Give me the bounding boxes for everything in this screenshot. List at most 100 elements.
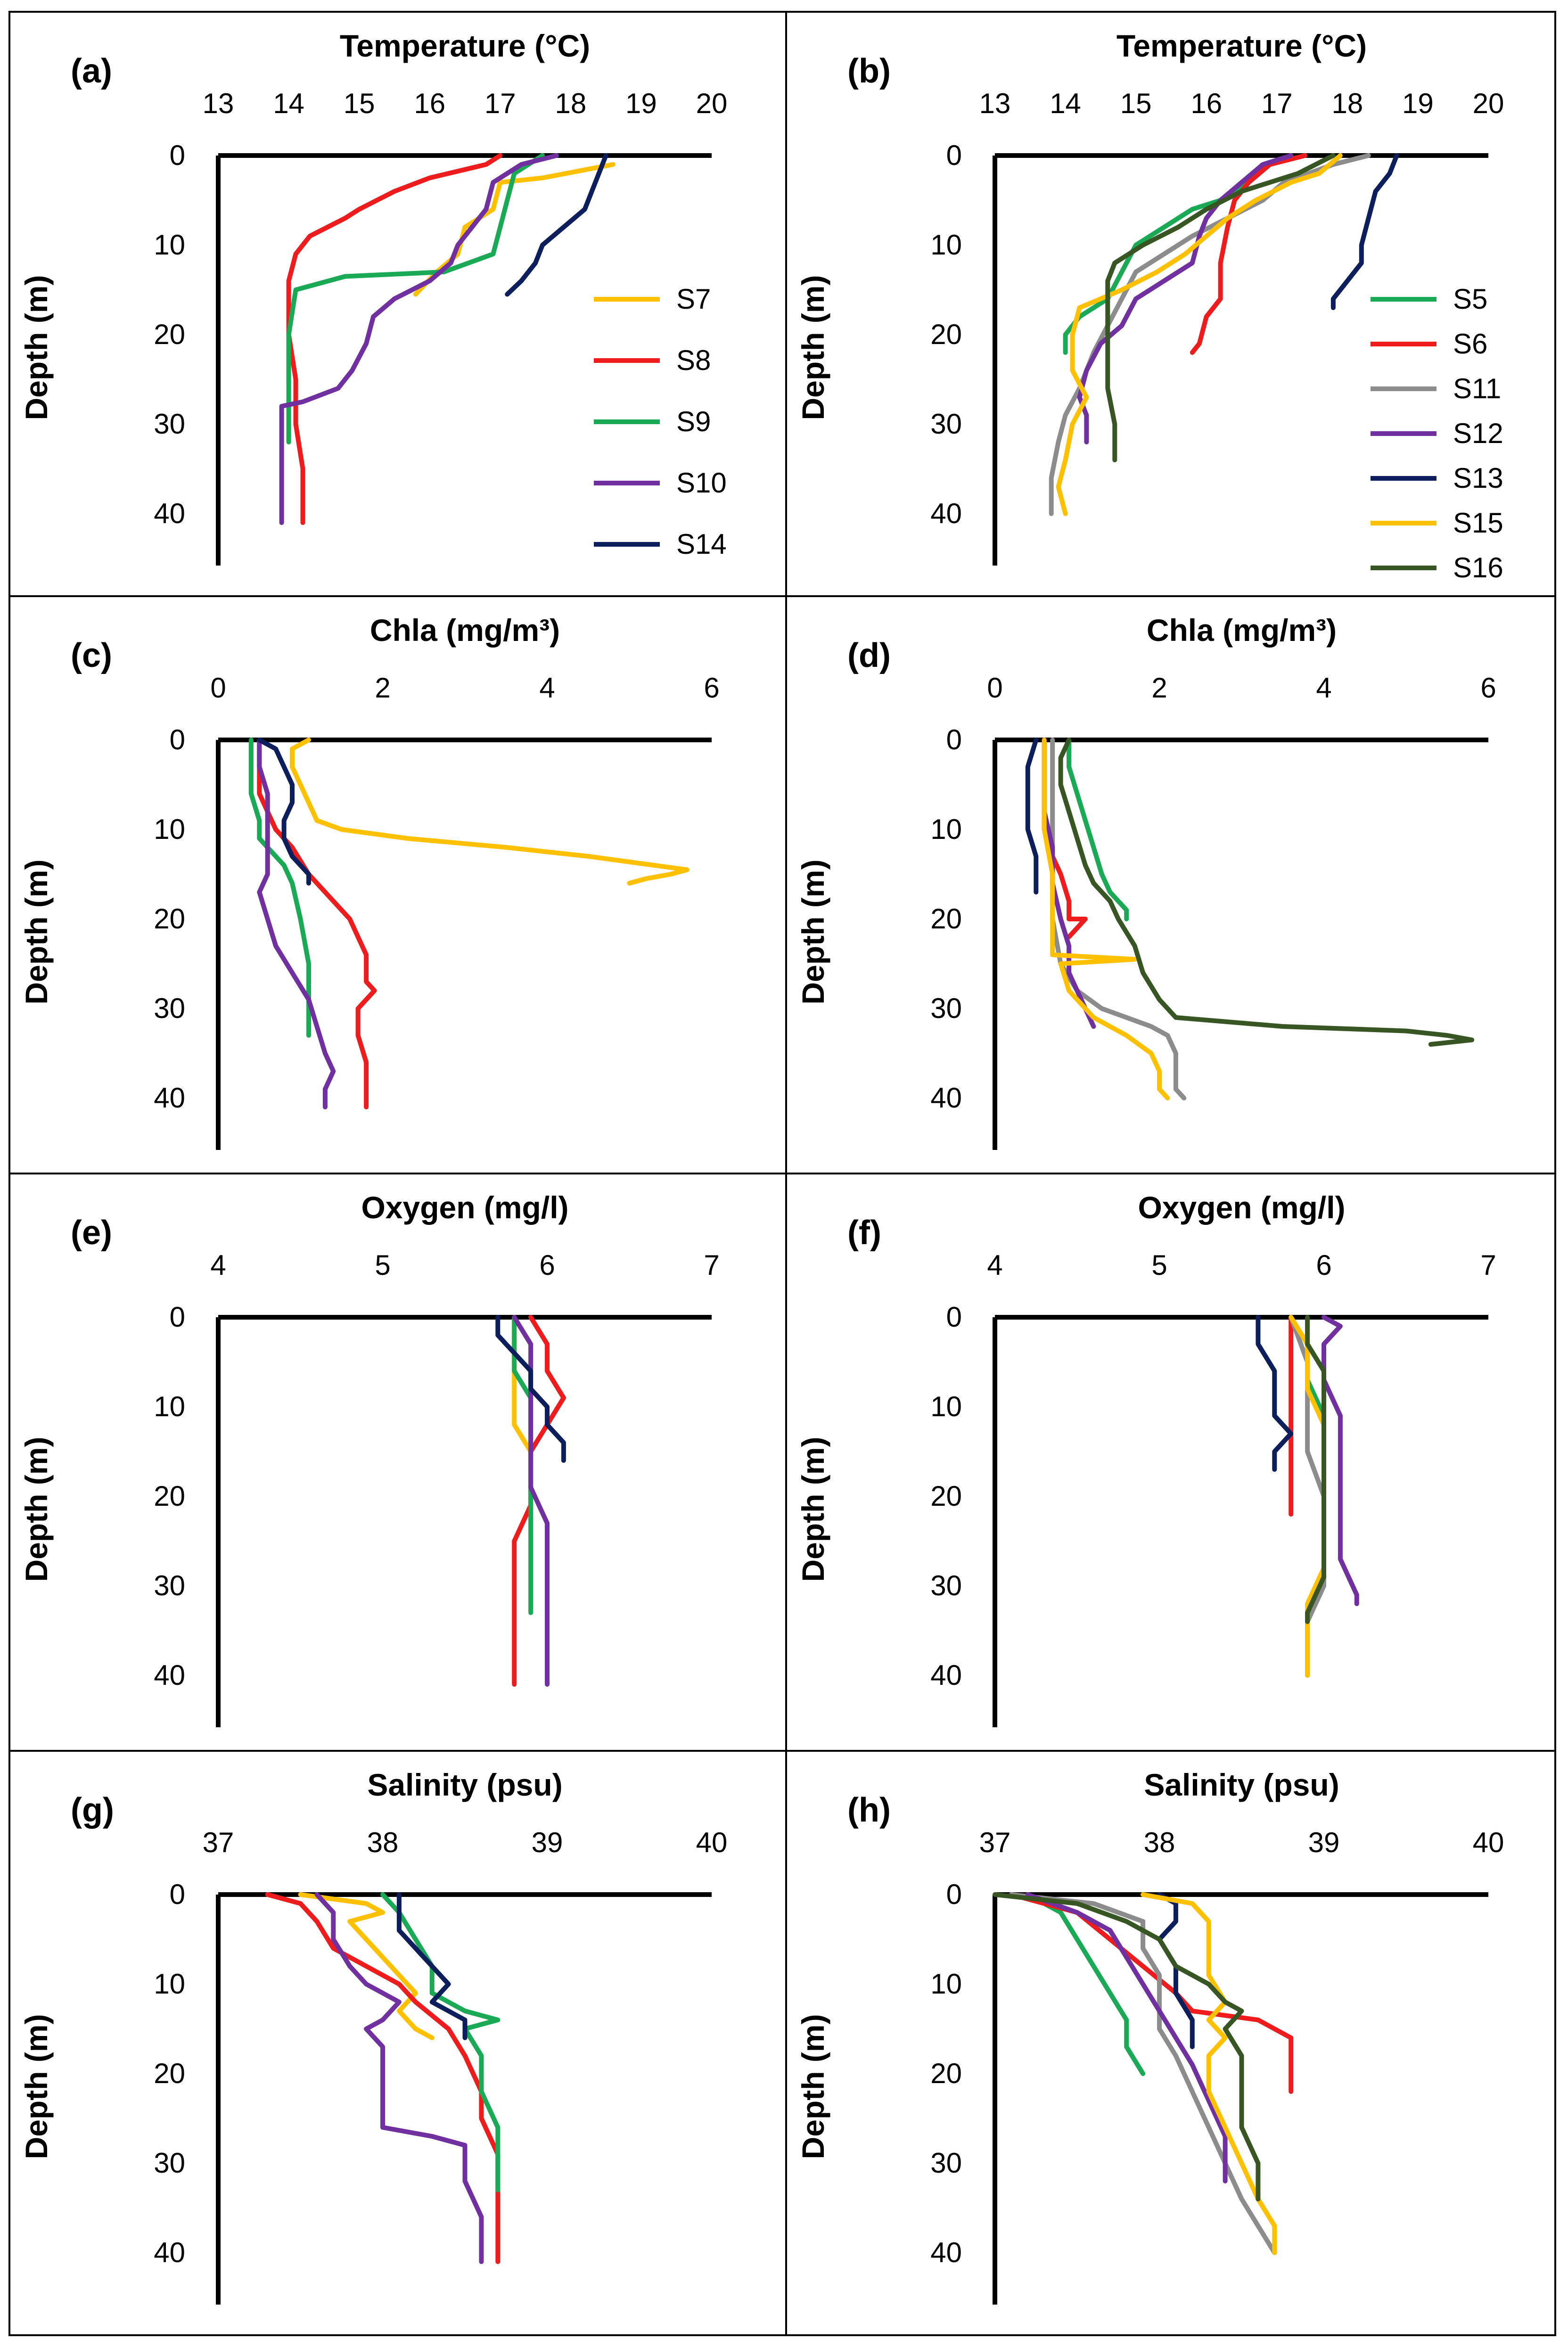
series-line-s13 bbox=[1256, 1315, 1294, 1472]
x-tick-label: 16 bbox=[1190, 88, 1222, 119]
x-tick-label: 13 bbox=[979, 88, 1011, 119]
x-tick-label: 38 bbox=[367, 1827, 399, 1858]
x-axis-title: Oxygen (mg/l) bbox=[1138, 1190, 1345, 1225]
series-line-s7 bbox=[290, 738, 690, 886]
x-axis-title: Oxygen (mg/l) bbox=[361, 1190, 568, 1225]
series-line-s8 bbox=[257, 738, 377, 1109]
y-tick-label: 10 bbox=[154, 1968, 185, 2000]
y-tick-label: 40 bbox=[154, 2237, 185, 2268]
y-tick-label: 30 bbox=[930, 1570, 962, 1601]
y-tick-label: 40 bbox=[930, 498, 962, 529]
x-tick-label: 4 bbox=[210, 1249, 226, 1281]
y-tick-label: 40 bbox=[930, 1082, 962, 1114]
y-tick-label: 0 bbox=[946, 1301, 962, 1333]
panel-border bbox=[785, 11, 1556, 597]
x-axis-title: Chla (mg/m³) bbox=[1147, 613, 1337, 648]
legend-label-s15: S15 bbox=[1453, 507, 1503, 539]
y-tick-label: 0 bbox=[170, 1879, 185, 1910]
series-line-s9 bbox=[286, 153, 545, 444]
x-tick-label: 19 bbox=[1402, 88, 1434, 119]
x-axis-title: Salinity (psu) bbox=[367, 1767, 562, 1802]
y-tick-label: 0 bbox=[170, 724, 185, 755]
x-tick-label: 4 bbox=[1316, 672, 1331, 704]
legend-label-s9: S9 bbox=[676, 406, 711, 437]
series-line-s15 bbox=[1042, 738, 1170, 1100]
y-tick-label: 0 bbox=[170, 140, 185, 171]
x-tick-label: 15 bbox=[344, 88, 375, 119]
y-tick-label: 30 bbox=[154, 1570, 185, 1601]
x-tick-label: 40 bbox=[1473, 1827, 1504, 1858]
legend-label-s8: S8 bbox=[676, 345, 711, 376]
panel-letter: (a) bbox=[71, 52, 112, 90]
y-tick-label: 0 bbox=[946, 1879, 962, 1910]
x-tick-label: 39 bbox=[1308, 1827, 1340, 1858]
panel-c: (c) Chla (mg/m³) Depth (m) 0 2 4 6 0 10 20 30 40 bbox=[8, 595, 787, 1174]
panel-f: (f) Oxygen (mg/l) Depth (m) 4 5 6 7 0 10 20 30 40 bbox=[785, 1173, 1556, 1752]
y-tick-label: 40 bbox=[154, 1082, 185, 1114]
x-tick-label: 2 bbox=[375, 672, 390, 704]
x-axis-title: Temperature (°C) bbox=[1116, 28, 1367, 63]
panel-d: (d) Chla (mg/m³) Depth (m) 0 2 4 6 0 10 20 30 40 bbox=[785, 595, 1556, 1174]
series-line-s5 bbox=[1067, 738, 1129, 921]
panel-border bbox=[785, 595, 1556, 1174]
series-line-s9 bbox=[380, 1892, 501, 2192]
y-tick-label: 10 bbox=[930, 813, 962, 845]
x-tick-label: 20 bbox=[696, 88, 728, 119]
series-line-s11 bbox=[1009, 1892, 1277, 2255]
x-tick-label: 15 bbox=[1120, 88, 1152, 119]
x-tick-label: 6 bbox=[539, 1249, 555, 1281]
y-tick-label: 20 bbox=[154, 1480, 185, 1512]
panel-letter: (g) bbox=[71, 1791, 114, 1829]
y-tick-label: 30 bbox=[154, 408, 185, 440]
series-line-s9 bbox=[248, 738, 311, 1038]
y-tick-label: 40 bbox=[154, 498, 185, 529]
series-line-s14 bbox=[495, 1315, 566, 1463]
y-tick-label: 20 bbox=[930, 903, 962, 935]
y-axis-title: Depth (m) bbox=[19, 2014, 54, 2159]
y-tick-label: 30 bbox=[930, 993, 962, 1024]
series-line-s10 bbox=[257, 738, 336, 1109]
x-tick-label: 37 bbox=[979, 1827, 1011, 1858]
x-tick-label: 18 bbox=[1331, 88, 1363, 119]
legend-label-s5: S5 bbox=[1453, 283, 1487, 315]
panel-g: (g) Salinity (psu) Depth (m) 37 38 39 40 0 10 20 3… bbox=[8, 1750, 787, 2336]
legend-label-s12: S12 bbox=[1453, 418, 1503, 449]
x-tick-label: 4 bbox=[987, 1249, 1002, 1281]
x-tick-label: 0 bbox=[987, 672, 1002, 704]
panel-letter: (d) bbox=[847, 637, 891, 674]
series-line-s16 bbox=[1305, 1315, 1326, 1624]
series-line-s12 bbox=[1322, 1315, 1359, 1606]
panel-h: (h) Salinity (psu) Depth (m) 37 38 39 40 0 10 20 3… bbox=[785, 1750, 1556, 2336]
y-tick-label: 20 bbox=[930, 1480, 962, 1512]
legend-label-s7: S7 bbox=[676, 283, 711, 315]
y-tick-label: 40 bbox=[930, 1659, 962, 1691]
x-tick-label: 18 bbox=[555, 88, 586, 119]
y-tick-label: 20 bbox=[154, 903, 185, 935]
x-tick-label: 38 bbox=[1144, 1827, 1175, 1858]
y-tick-label: 20 bbox=[154, 2058, 185, 2089]
panel-letter: (f) bbox=[847, 1214, 881, 1252]
x-tick-label: 4 bbox=[539, 672, 555, 704]
y-tick-label: 30 bbox=[930, 408, 962, 440]
series-line-s10 bbox=[279, 153, 559, 525]
series-line-s14 bbox=[505, 153, 608, 297]
series-line-s15 bbox=[1056, 153, 1343, 516]
x-tick-label: 37 bbox=[203, 1827, 234, 1858]
y-tick-label: 10 bbox=[154, 1391, 185, 1422]
series-line-s7 bbox=[413, 162, 616, 297]
y-tick-label: 10 bbox=[930, 229, 962, 261]
x-tick-label: 6 bbox=[704, 672, 719, 704]
y-tick-label: 30 bbox=[154, 2147, 185, 2179]
panel-letter: (b) bbox=[847, 52, 891, 90]
y-axis-title: Depth (m) bbox=[796, 275, 830, 420]
panel-border bbox=[785, 1750, 1556, 2336]
y-axis-title: Depth (m) bbox=[796, 2014, 830, 2159]
y-tick-label: 20 bbox=[930, 319, 962, 350]
y-axis-title: Depth (m) bbox=[19, 860, 54, 1005]
y-tick-label: 20 bbox=[154, 319, 185, 350]
y-tick-label: 10 bbox=[930, 1391, 962, 1422]
y-tick-label: 20 bbox=[930, 2058, 962, 2089]
series-line-s13 bbox=[1330, 153, 1399, 310]
x-tick-label: 17 bbox=[1261, 88, 1293, 119]
x-tick-label: 40 bbox=[696, 1827, 728, 1858]
